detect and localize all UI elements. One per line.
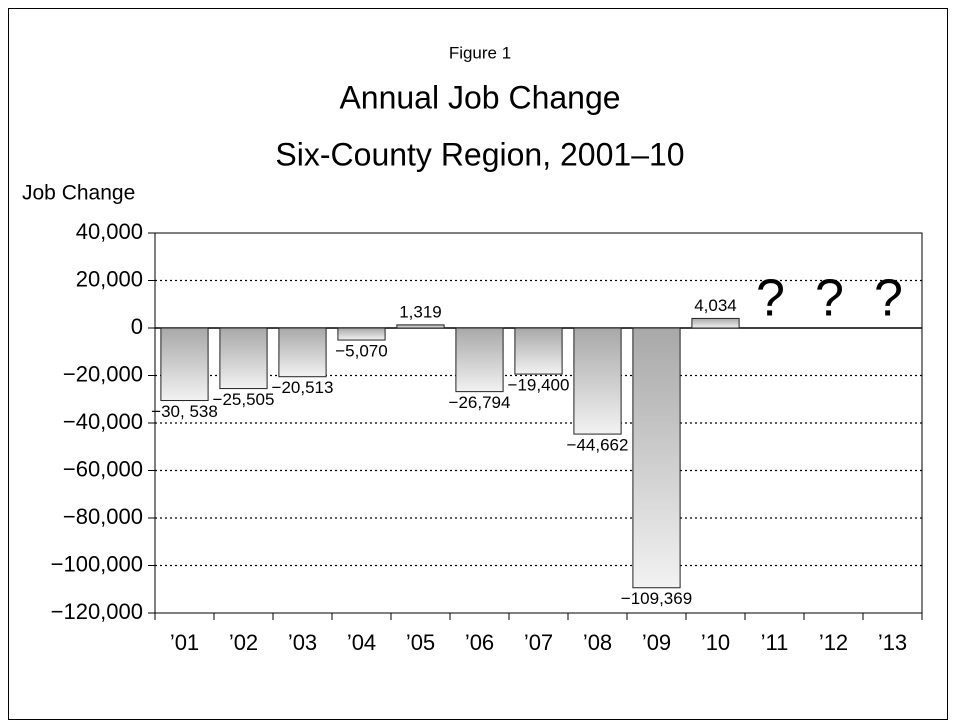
- y-tick-label: 40,000: [76, 219, 143, 244]
- x-tick-label: ’13: [878, 630, 907, 655]
- y-tick-label: −120,000: [51, 599, 143, 624]
- annotation: ?: [815, 270, 844, 328]
- x-tick-label: ’05: [406, 630, 435, 655]
- value-label: −20,513: [272, 378, 334, 397]
- bar: [160, 327, 209, 402]
- bar: [278, 327, 327, 378]
- value-label: −109,369: [621, 589, 692, 608]
- y-tick-label: 0: [131, 314, 143, 339]
- value-label: −44,662: [567, 436, 629, 455]
- bar: [337, 327, 386, 341]
- y-tick-label: −100,000: [51, 551, 143, 576]
- chart-subtitle: Six-County Region, 2001–10: [275, 136, 684, 172]
- frame: [8, 8, 948, 720]
- y-tick-label: −40,000: [63, 409, 143, 434]
- y-tick-label: −20,000: [63, 361, 143, 386]
- x-tick-label: ’07: [524, 630, 553, 655]
- x-tick-label: ’12: [819, 630, 848, 655]
- value-label: 4,034: [694, 296, 737, 315]
- y-tick-label: −60,000: [63, 456, 143, 481]
- value-label: −26,794: [449, 393, 511, 412]
- value-label: 1,319: [399, 302, 442, 321]
- x-tick-label: ’11: [761, 630, 789, 655]
- y-tick-label: 20,000: [76, 266, 143, 291]
- bar: [219, 327, 268, 390]
- x-tick-label: ’04: [347, 630, 376, 655]
- bar: [455, 327, 504, 393]
- x-tick-label: ’08: [583, 630, 612, 655]
- value-label: −25,505: [213, 390, 275, 409]
- x-tick-label: ’09: [642, 630, 671, 655]
- y-tick-label: −80,000: [63, 504, 143, 529]
- y-axis-label: Job Change: [22, 182, 135, 205]
- value-label: −19,400: [508, 376, 570, 395]
- value-label: −5,070: [335, 342, 387, 361]
- x-tick-label: ’02: [229, 630, 258, 655]
- bar: [396, 324, 445, 329]
- plot-frame: [154, 232, 923, 614]
- chart-title: Annual Job Change: [339, 79, 620, 115]
- x-tick-label: ’01: [170, 630, 199, 655]
- value-label: −30, 538: [151, 402, 218, 421]
- annotation: ?: [756, 270, 785, 328]
- bar: [514, 327, 563, 375]
- bar: [632, 327, 681, 589]
- bar: [573, 327, 622, 435]
- x-tick-label: ’03: [288, 630, 317, 655]
- figure-label: Figure 1: [449, 43, 511, 62]
- bar: [691, 317, 740, 329]
- x-tick-label: ’06: [465, 630, 494, 655]
- x-tick-label: ’10: [701, 630, 730, 655]
- annotation: ?: [874, 270, 903, 328]
